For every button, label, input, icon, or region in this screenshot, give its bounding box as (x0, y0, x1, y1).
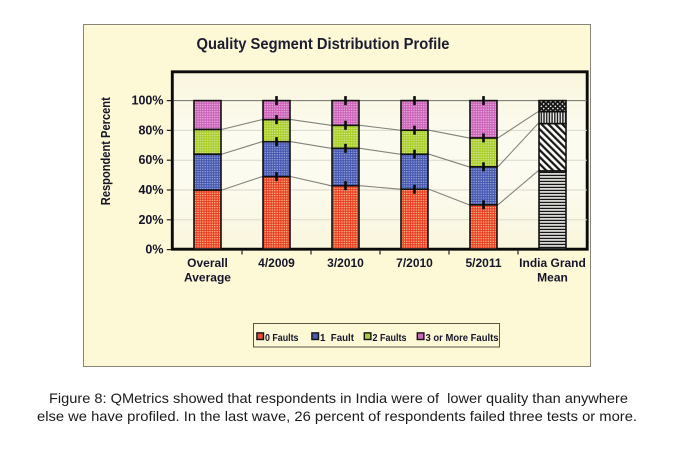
svg-text:Respondent Percent: Respondent Percent (98, 97, 113, 206)
svg-text:100%: 100% (132, 94, 164, 108)
svg-text:60%: 60% (138, 153, 163, 167)
svg-text:0 Faults: 0 Faults (265, 332, 299, 344)
svg-text:2 Faults: 2 Faults (373, 332, 407, 344)
svg-text:40%: 40% (138, 183, 163, 197)
svg-text:1 Fault: 1 Fault (320, 332, 354, 344)
svg-text:5/2011: 5/2011 (465, 256, 501, 270)
svg-text:20%: 20% (138, 213, 163, 227)
svg-text:Figure 8: QMetrics showed that: Figure 8: QMetrics showed that responden… (49, 391, 628, 406)
svg-text:3 or More Faults: 3 or More Faults (426, 332, 499, 344)
svg-text:else we have profiled. In the: else we have profiled. In the last wave,… (37, 409, 637, 424)
svg-text:7/2010: 7/2010 (396, 256, 433, 270)
svg-text:Overall: Overall (187, 256, 228, 270)
svg-text:80%: 80% (138, 123, 163, 137)
svg-text:India Grand: India Grand (519, 256, 586, 270)
svg-text:Average: Average (184, 271, 231, 285)
svg-text:0%: 0% (145, 243, 163, 257)
svg-text:Quality Segment Distribution P: Quality Segment Distribution Profile (197, 36, 450, 53)
svg-text:Mean: Mean (537, 271, 568, 285)
svg-text:3/2010: 3/2010 (327, 256, 364, 270)
svg-text:4/2009: 4/2009 (258, 256, 295, 270)
